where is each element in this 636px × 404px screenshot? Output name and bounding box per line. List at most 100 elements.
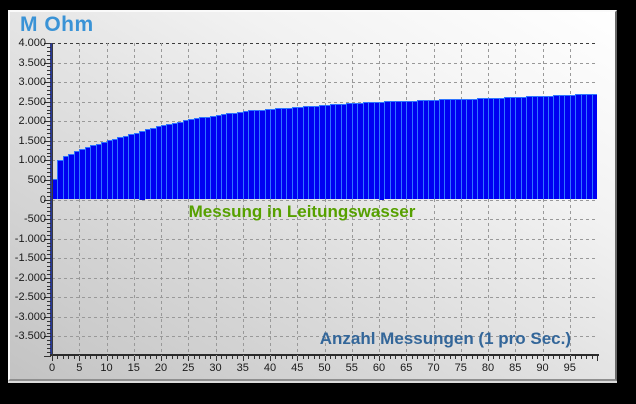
y-tick-label: -1.000 [14, 232, 46, 245]
x-minor-tick [280, 356, 282, 359]
x-minor-tick [498, 356, 500, 359]
bar [96, 143, 101, 200]
plot-area: Messung in Leitungswasser Anzahl Messung… [52, 43, 597, 356]
y-minor-tick [47, 328, 51, 330]
bar [297, 106, 303, 200]
x-major-tick [406, 356, 408, 361]
x-minor-tick [395, 356, 397, 359]
x-major-tick [542, 356, 544, 361]
v-gridline [79, 43, 81, 356]
bar [150, 127, 156, 200]
bar [510, 97, 515, 200]
bar [384, 101, 390, 200]
bar [210, 115, 216, 200]
bar [128, 134, 134, 200]
bar [439, 99, 444, 200]
bar [79, 149, 85, 200]
x-tick-label: 90 [536, 362, 549, 374]
x-major-tick [79, 356, 81, 361]
bar [412, 100, 417, 200]
bar [270, 108, 275, 200]
y-minor-tick [47, 305, 51, 307]
bar [504, 97, 510, 200]
bar [390, 101, 395, 200]
x-minor-tick [128, 356, 130, 359]
x-tick-label: 10 [100, 362, 113, 374]
x-major-tick [460, 356, 462, 361]
v-gridline [488, 43, 489, 356]
x-minor-tick [210, 356, 212, 359]
bar [483, 98, 488, 200]
y-minor-tick [47, 262, 51, 264]
y-minor-tick [47, 340, 51, 342]
v-gridline [215, 43, 217, 356]
x-minor-tick [509, 356, 511, 359]
x-minor-tick [362, 356, 364, 359]
bar [232, 112, 237, 200]
v-gridline [433, 43, 435, 356]
v-gridline [297, 43, 299, 356]
bar [444, 99, 450, 200]
bar [254, 109, 259, 200]
v-gridline [542, 43, 544, 356]
y-tick-label: 2.000 [18, 115, 46, 128]
bar [90, 145, 96, 200]
bar [117, 137, 123, 200]
x-minor-tick [389, 356, 391, 359]
y-minor-tick [47, 168, 51, 170]
bar [188, 119, 194, 200]
y-minor-tick [47, 183, 51, 185]
y-minor-tick [47, 164, 51, 166]
bar [428, 99, 434, 200]
x-minor-tick [531, 356, 533, 359]
bar [194, 118, 199, 200]
v-gridline [569, 43, 571, 356]
bar [455, 98, 461, 200]
x-minor-tick [264, 356, 266, 359]
y-tick-label: 3.500 [18, 56, 46, 69]
bar [401, 100, 406, 200]
x-minor-tick [144, 356, 146, 359]
x-tick-label: 25 [182, 362, 195, 374]
x-tick-label: 5 [76, 362, 83, 374]
y-tick-label: 2.500 [18, 95, 46, 108]
y-tick-label: 1.500 [18, 134, 46, 147]
y-minor-tick [47, 86, 51, 88]
y-minor-tick [47, 285, 51, 287]
y-minor-tick [47, 97, 51, 99]
x-minor-tick [111, 356, 113, 359]
bar [286, 107, 292, 200]
y-minor-tick [47, 332, 51, 334]
y-minor-tick [47, 144, 51, 146]
x-minor-tick [580, 356, 582, 359]
bar [532, 96, 537, 200]
y-major-tick [44, 219, 51, 221]
x-minor-tick [482, 356, 484, 359]
y-major-tick [44, 199, 51, 201]
bar [325, 104, 330, 200]
bar [123, 135, 128, 200]
bar [450, 98, 455, 200]
x-minor-tick [237, 356, 239, 359]
bar [303, 106, 308, 200]
y-tick-label: -3.000 [14, 310, 46, 323]
x-minor-tick [117, 356, 119, 359]
x-minor-tick [335, 356, 337, 359]
x-axis-title: Anzahl Messungen (1 pro Sec.) [319, 329, 571, 348]
x-minor-tick [373, 356, 375, 359]
x-tick-label: 60 [372, 362, 386, 374]
x-major-tick [242, 356, 244, 361]
x-minor-tick [564, 356, 566, 359]
x-minor-tick [547, 356, 549, 359]
y-minor-tick [47, 195, 51, 197]
bar [521, 96, 526, 200]
y-major-tick [44, 336, 51, 338]
bar [417, 100, 423, 200]
x-major-tick [297, 356, 299, 361]
x-minor-tick [466, 356, 468, 359]
v-gridline [379, 43, 380, 356]
bar [265, 109, 270, 200]
y-minor-tick [47, 109, 51, 111]
x-minor-tick [95, 356, 97, 359]
bar [575, 94, 581, 200]
